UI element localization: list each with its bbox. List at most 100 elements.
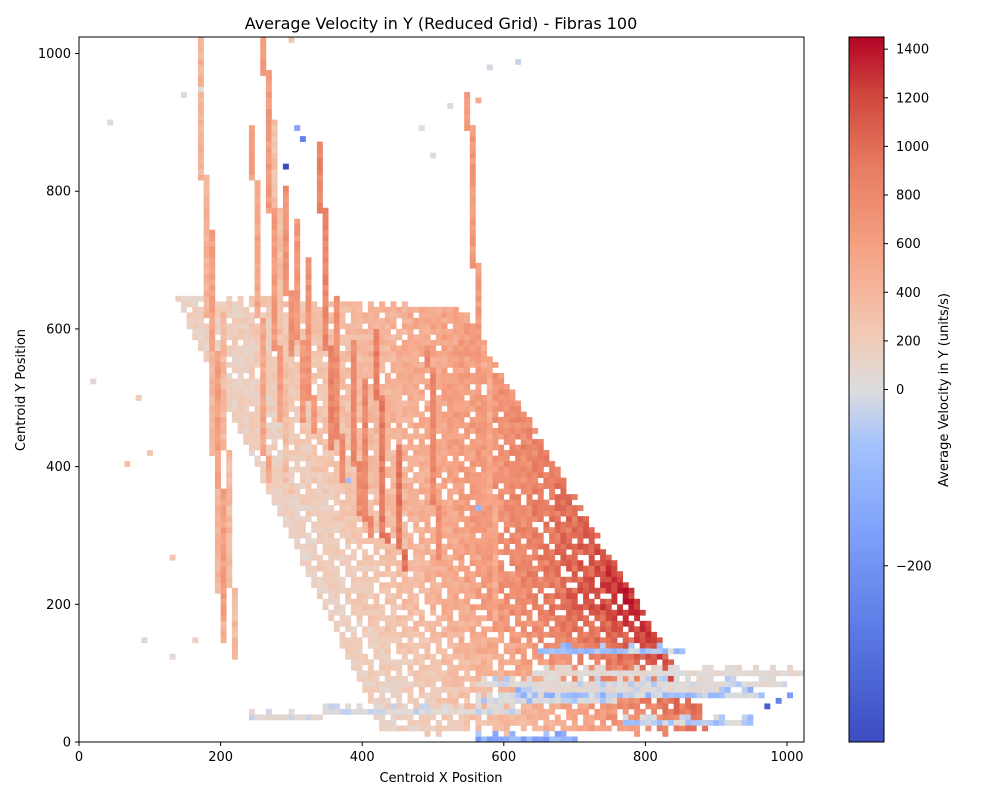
heatmap-cell [265,372,272,379]
heatmap-cell [430,692,437,699]
heatmap-cell [277,510,284,517]
heatmap-cell [231,345,238,352]
heatmap-cell [362,554,369,561]
heatmap-cell [554,549,561,556]
heatmap-cell [475,422,482,429]
heatmap-cell [435,505,442,511]
heatmap-cell [333,301,340,308]
heatmap-cell [452,686,459,693]
heatmap-cell [430,477,437,484]
heatmap-cell [464,582,471,589]
heatmap-cell [316,439,323,445]
heatmap-cell [645,631,652,638]
heatmap-cell [469,141,476,148]
heatmap-cell [679,648,686,655]
heatmap-cell [231,593,238,600]
heatmap-cell [447,378,454,385]
heatmap-cell [356,439,363,445]
heatmap-cell [628,604,635,611]
heatmap-cell [271,339,278,346]
heatmap-cell [271,279,278,286]
heatmap-cell [333,433,340,440]
heatmap-cell [452,433,459,440]
heatmap-cell [362,675,369,682]
heatmap-cell [243,350,250,357]
heatmap-cell [413,323,420,330]
heatmap-cell [571,714,578,721]
heatmap-cell [305,395,312,401]
heatmap-cell [498,664,505,671]
heatmap-cell [594,697,601,704]
heatmap-cell [747,719,754,726]
heatmap-cell [373,317,380,324]
heatmap-cell [537,472,544,478]
heatmap-cell [492,565,499,572]
heatmap-cell [345,406,352,412]
heatmap-cell [254,334,261,341]
heatmap-cell [277,345,284,352]
heatmap-cell [526,637,533,644]
colorbar-tick-label: 1400 [896,43,929,58]
heatmap-cell [424,499,431,506]
heatmap-cell [379,417,386,423]
heatmap-cell [486,670,493,677]
heatmap-cell [413,681,420,688]
heatmap-cell [600,664,607,671]
heatmap-cell [690,681,697,688]
heatmap-cell [277,505,284,511]
heatmap-cell [469,191,476,198]
heatmap-cell [254,301,261,308]
heatmap-cell [311,444,318,451]
heatmap-cell [220,631,227,638]
heatmap-cell [656,697,663,704]
heatmap-cell [469,510,476,517]
heatmap-cell [271,714,278,721]
heatmap-cell [685,708,692,715]
heatmap-cell [254,279,261,286]
heatmap-cell [407,593,414,600]
heatmap-cell [464,125,471,131]
heatmap-cell [549,697,556,704]
heatmap-cell [401,389,408,396]
heatmap-cell [509,532,516,539]
heatmap-cell [390,317,397,324]
heatmap-cell [503,422,510,429]
heatmap-cell [316,180,323,187]
heatmap-cell [345,433,352,440]
heatmap-cell [588,670,595,677]
heatmap-cell [350,422,357,429]
heatmap-cell [362,466,369,473]
heatmap-cell [424,406,431,412]
heatmap-cell [209,428,216,434]
heatmap-cell [520,659,527,666]
heatmap-cell [345,411,352,418]
heatmap-cell [328,345,335,352]
heatmap-cell [350,499,357,506]
heatmap-cell [265,708,272,715]
heatmap-cell [441,686,448,693]
heatmap-cell [231,604,238,611]
heatmap-cell [447,383,454,390]
heatmap-cell [248,147,255,153]
heatmap-cell [390,593,397,600]
heatmap-cell [333,361,340,368]
heatmap-cell [588,582,595,589]
heatmap-cell [577,686,584,693]
heatmap-cell [220,383,227,390]
heatmap-cell [441,350,448,357]
heatmap-cell [356,576,363,583]
heatmap-cell [469,417,476,423]
heatmap-cell [294,367,301,374]
heatmap-cell [396,543,403,550]
heatmap-cell [503,521,510,528]
heatmap-cell [384,317,391,324]
heatmap-cell [311,576,318,583]
heatmap-cell [203,301,210,308]
heatmap-cell [322,334,329,341]
heatmap-cell [350,428,357,434]
heatmap-cell [469,554,476,561]
heatmap-cell [305,417,312,423]
heatmap-cell [634,604,641,611]
heatmap-cell [322,521,329,528]
heatmap-cell [656,648,663,655]
